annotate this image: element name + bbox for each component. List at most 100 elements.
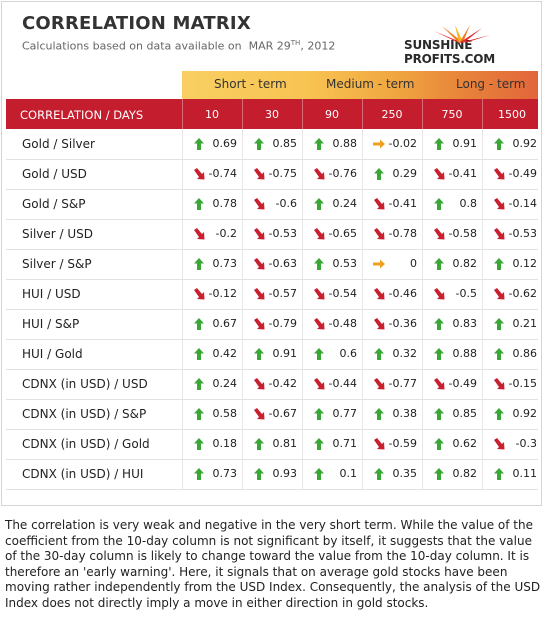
corner-label: CORRELATION / DAYS: [20, 108, 144, 122]
row-label: Gold / USD: [22, 167, 87, 181]
correlation-cell: -0.49: [432, 377, 477, 391]
arrow-down-icon: [254, 378, 265, 390]
correlation-value: 0.67: [212, 317, 238, 330]
correlation-cell: 0.38: [372, 407, 417, 421]
arrow-down-icon: [494, 228, 505, 240]
arrow-down-icon: [434, 168, 445, 180]
correlation-value: 0.69: [212, 137, 238, 150]
correlation-value: -0.75: [268, 167, 297, 180]
arrow-down-icon: [254, 258, 265, 270]
arrow-down-icon: [494, 168, 505, 180]
column-divider: [182, 339, 183, 369]
correlation-cell: 0.8: [432, 197, 477, 211]
correlation-value: 0.32: [392, 347, 418, 360]
column-divider: [242, 369, 243, 399]
table-row: HUI / Gold 0.42 0.91 0.6 0.32 0.88 0.86: [6, 339, 538, 370]
column-divider: [182, 279, 183, 309]
table-row: Silver / USD -0.2 -0.53 -0.65 -0.78 -0.58 -0.5…: [6, 219, 538, 250]
correlation-cell: 0.32: [372, 347, 417, 361]
correlation-cell: -0.12: [192, 287, 237, 301]
correlation-value: -0.3: [515, 437, 537, 450]
row-label: Silver / S&P: [22, 257, 92, 271]
column-divider: [302, 189, 303, 219]
correlation-value: 0.88: [452, 347, 478, 360]
table-row: CDNX (in USD) / Gold 0.18 0.81 0.71 -0.59 0.6…: [6, 429, 538, 460]
row-label: HUI / USD: [22, 287, 81, 301]
row-label: HUI / Gold: [22, 347, 83, 361]
table-row: Silver / S&P 0.73 -0.63 0.53 0 0.82 0.12: [6, 249, 538, 280]
correlation-value: 0.77: [332, 407, 358, 420]
column-divider: [182, 399, 183, 429]
correlation-cell: -0.65: [312, 227, 357, 241]
correlation-value: -0.42: [268, 377, 297, 390]
column-divider: [182, 249, 183, 279]
correlation-value: 0.81: [272, 437, 298, 450]
correlation-cell: -0.77: [372, 377, 417, 391]
arrow-down-icon: [254, 228, 265, 240]
table-row: CDNX (in USD) / S&P 0.58 -0.67 0.77 0.38 0.85…: [6, 399, 538, 430]
arrow-up-icon: [434, 258, 444, 270]
row-label: CDNX (in USD) / HUI: [22, 467, 144, 481]
correlation-value: 0.58: [212, 407, 238, 420]
correlation-value: 0.35: [392, 467, 418, 480]
column-divider: [362, 249, 363, 279]
column-divider: [242, 129, 243, 159]
row-label: Gold / Silver: [22, 137, 95, 151]
correlation-cell: -0.53: [252, 227, 297, 241]
correlation-cell: 0.18: [192, 437, 237, 451]
column-divider: [482, 279, 483, 309]
correlation-value: 0.62: [452, 437, 478, 450]
column-divider: [482, 159, 483, 189]
column-divider: [362, 369, 363, 399]
correlation-cell: 0.88: [312, 137, 357, 151]
column-divider: [242, 249, 243, 279]
correlation-value: -0.02: [388, 137, 417, 150]
correlation-cell: 0.82: [432, 467, 477, 481]
band-long-term: Long - term: [456, 77, 526, 91]
table-row: CDNX (in USD) / USD 0.24 -0.42 -0.44 -0.77 -0…: [6, 369, 538, 400]
correlation-cell: 0.58: [192, 407, 237, 421]
page-title: CORRELATION MATRIX: [22, 13, 251, 34]
correlation-cell: -0.41: [432, 167, 477, 181]
correlation-cell: 0.35: [372, 467, 417, 481]
arrow-right-icon: [373, 139, 385, 149]
arrow-down-icon: [254, 408, 265, 420]
arrow-up-icon: [194, 348, 204, 360]
arrow-up-icon: [494, 468, 504, 480]
column-divider: [362, 189, 363, 219]
correlation-value: -0.48: [328, 317, 357, 330]
column-divider: [362, 219, 363, 249]
arrow-up-icon: [194, 378, 204, 390]
column-divider: [182, 219, 183, 249]
correlation-value: -0.79: [268, 317, 297, 330]
correlation-value: 0.8: [459, 197, 478, 210]
column-divider: [422, 429, 423, 459]
correlation-cell: -0.74: [192, 167, 237, 181]
correlation-value: -0.57: [268, 287, 297, 300]
arrow-up-icon: [194, 138, 204, 150]
correlation-value: -0.5: [455, 287, 477, 300]
arrow-down-icon: [254, 168, 265, 180]
correlation-value: 0.88: [332, 137, 358, 150]
column-divider: [242, 459, 243, 489]
arrow-up-icon: [434, 348, 444, 360]
correlation-value: 0.85: [452, 407, 478, 420]
correlation-cell: 0.21: [492, 317, 537, 331]
sunshine-profits-logo[interactable]: SUNSHINE PROFITS.COM: [404, 25, 544, 66]
arrow-down-icon: [194, 168, 205, 180]
arrow-up-icon: [494, 348, 504, 360]
correlation-value: 0.42: [212, 347, 238, 360]
arrow-up-icon: [314, 198, 324, 210]
column-divider: [302, 369, 303, 399]
row-label: CDNX (in USD) / S&P: [22, 407, 147, 421]
term-bands: Short - term Medium - term Long - term: [182, 71, 538, 99]
column-divider: [302, 459, 303, 489]
correlation-cell: -0.6: [252, 197, 297, 211]
column-divider: [482, 399, 483, 429]
correlation-cell: 0.12: [492, 257, 537, 271]
correlation-value: 0.12: [512, 257, 538, 270]
arrow-down-icon: [434, 228, 445, 240]
column-divider: [302, 429, 303, 459]
row-label: CDNX (in USD) / Gold: [22, 437, 150, 451]
column-divider: [302, 249, 303, 279]
